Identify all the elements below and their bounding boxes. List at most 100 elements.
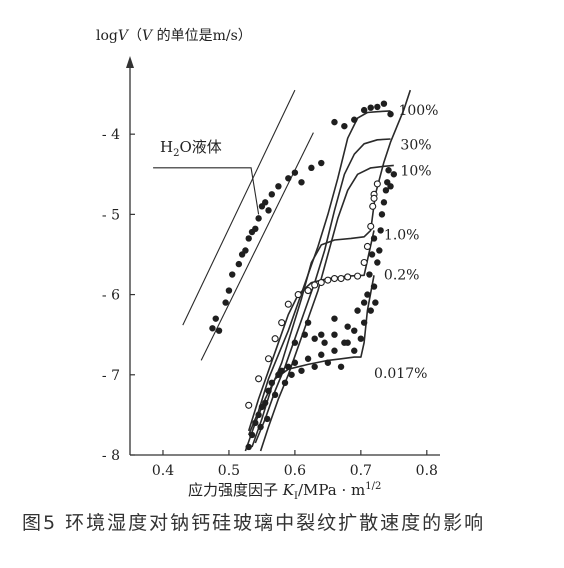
- data-point-filled: [257, 423, 264, 431]
- series-line: [251, 89, 412, 448]
- data-point-filled: [291, 339, 299, 346]
- data-point-filled: [331, 315, 338, 322]
- data-point-filled: [390, 171, 398, 178]
- data-point-filled: [262, 399, 269, 407]
- data-point-open: [255, 375, 263, 383]
- y-tick-label: - 6: [102, 288, 120, 304]
- series-label: 0.2%: [384, 268, 420, 284]
- data-point-filled: [324, 359, 332, 366]
- data-point-open: [354, 272, 362, 280]
- data-point-filled: [351, 116, 358, 123]
- data-point-filled: [382, 187, 390, 194]
- series-label: 100%: [398, 103, 438, 119]
- data-point-filled: [366, 271, 373, 278]
- data-point-open: [373, 180, 381, 188]
- series-label: 10%: [400, 163, 431, 179]
- data-point-filled: [341, 122, 348, 130]
- data-point-filled: [360, 106, 368, 114]
- data-point-filled: [318, 351, 325, 358]
- data-point-filled: [245, 443, 252, 451]
- data-point-filled: [301, 331, 308, 338]
- data-point-open: [284, 300, 292, 308]
- data-point-filled: [298, 367, 305, 374]
- series-label: 30%: [400, 138, 431, 154]
- data-point-filled: [298, 179, 305, 186]
- series-line: [254, 138, 391, 444]
- data-point-filled: [291, 169, 299, 176]
- data-point-open: [337, 274, 345, 283]
- figure-caption: 图5 环境湿度对钠钙硅玻璃中裂纹扩散速度的影响: [22, 512, 486, 534]
- data-point-filled: [372, 299, 379, 306]
- data-point-filled: [360, 319, 368, 326]
- data-point-filled: [245, 235, 252, 242]
- data-point-filled: [242, 247, 249, 254]
- data-point-open: [278, 319, 286, 327]
- data-point-filled: [376, 247, 383, 254]
- data-point-filled: [278, 367, 285, 374]
- data-point-filled: [268, 379, 276, 387]
- data-point-filled: [263, 415, 271, 423]
- data-point-filled: [255, 215, 262, 222]
- data-point-open: [324, 276, 332, 284]
- data-point-filled: [288, 371, 295, 378]
- x-axis-title: 应力强度因子 KI/MPa · m1/2: [188, 481, 381, 502]
- data-point-filled: [354, 307, 361, 314]
- data-point-filled: [385, 167, 392, 174]
- data-point-filled: [331, 331, 338, 338]
- data-point-filled: [308, 164, 315, 172]
- data-point-filled: [255, 411, 262, 419]
- data-point-filled: [357, 335, 365, 342]
- data-point-filled: [374, 259, 381, 266]
- data-point-filled: [360, 299, 368, 306]
- data-point-filled: [252, 419, 259, 427]
- data-point-filled: [370, 283, 378, 290]
- data-point-filled: [262, 199, 269, 206]
- series-lines: [182, 89, 412, 452]
- y-tick-label: - 4: [102, 127, 120, 143]
- data-point-filled: [344, 323, 351, 330]
- data-point-filled: [271, 391, 279, 399]
- data-point-filled: [321, 339, 328, 346]
- data-point-filled: [268, 191, 276, 198]
- open-points: [245, 180, 381, 409]
- data-point-open: [360, 258, 368, 267]
- data-point-filled: [285, 363, 292, 370]
- data-point-filled: [265, 387, 272, 395]
- data-point-filled: [311, 335, 318, 342]
- data-point-filled: [380, 100, 388, 107]
- data-point-filled: [225, 287, 233, 294]
- data-point-filled: [380, 199, 388, 206]
- data-point-open: [271, 335, 279, 343]
- axes: [126, 56, 440, 456]
- data-point-filled: [281, 379, 289, 387]
- x-tick-label: 0.6: [284, 463, 306, 479]
- series-line: [200, 132, 314, 361]
- data-point-filled: [331, 118, 338, 126]
- data-point-filled: [387, 110, 394, 118]
- data-point-filled: [318, 159, 325, 167]
- data-point-filled: [291, 359, 299, 366]
- data-point-filled: [341, 339, 348, 346]
- data-point-open: [367, 222, 375, 230]
- series-line: [244, 275, 375, 452]
- y-tick-label: - 5: [102, 207, 120, 223]
- filled-points: [209, 100, 398, 451]
- data-point-filled: [209, 325, 216, 332]
- data-point-open: [264, 355, 273, 363]
- data-point-open: [330, 274, 339, 283]
- x-tick-label: 0.5: [218, 463, 240, 479]
- data-point-filled: [215, 327, 223, 334]
- data-point-filled: [235, 260, 243, 268]
- data-point-open: [344, 273, 352, 281]
- data-point-open: [311, 281, 319, 289]
- data-point-filled: [374, 103, 381, 111]
- data-point-filled: [364, 291, 371, 298]
- series-line: [259, 164, 394, 452]
- y-axis-arrow: [126, 56, 134, 68]
- data-point-filled: [367, 307, 374, 314]
- data-point-filled: [275, 183, 282, 190]
- x-tick-label: 0.4: [152, 463, 174, 479]
- data-point-filled: [387, 183, 394, 190]
- data-point-filled: [351, 327, 358, 334]
